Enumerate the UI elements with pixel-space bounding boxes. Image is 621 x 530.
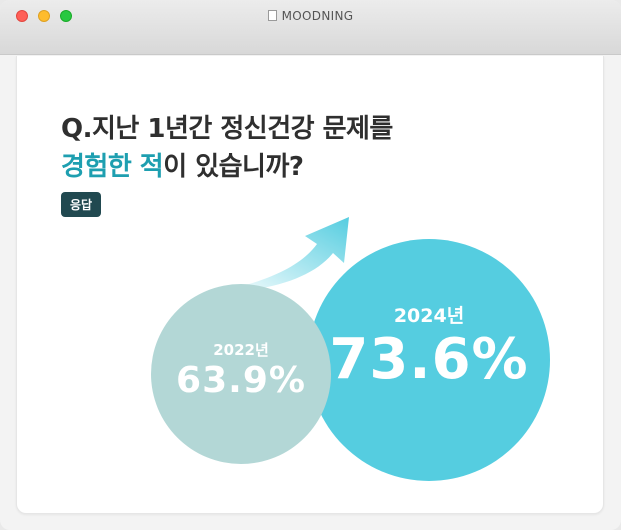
close-window-button[interactable] — [16, 10, 28, 22]
result-circle-2022: 2022년 63.9% — [151, 284, 331, 464]
question-line-1: Q.지난 1년간 정신건강 문제를 — [61, 108, 393, 145]
question-line-2: 경험한 적이 있습니까? — [61, 146, 304, 183]
window-title-text: MOODNING — [281, 9, 354, 23]
result-year-2024: 2024년 — [393, 305, 465, 327]
survey-card: Q.지난 1년간 정신건강 문제를 경험한 적이 있습니까? 응답 2024년 … — [16, 56, 604, 514]
result-year-2022: 2022년 — [213, 341, 269, 359]
title-bar: MOODNING — [0, 0, 621, 55]
question-prefix: Q. — [61, 114, 92, 144]
document-icon — [267, 10, 277, 21]
trend-arrow-icon — [215, 217, 349, 292]
result-circle-2024: 2024년 73.6% — [308, 239, 550, 481]
question-text-line-1: 지난 1년간 정신건강 문제를 — [91, 114, 393, 144]
minimize-window-button[interactable] — [38, 10, 50, 22]
window-title: MOODNING — [0, 9, 621, 23]
question-text-line-2: 이 있습니까? — [163, 152, 304, 182]
response-badge: 응답 — [61, 192, 102, 217]
question-highlight: 경험한 적 — [61, 152, 164, 182]
result-value-2024: 73.6% — [329, 327, 529, 392]
zoom-window-button[interactable] — [60, 10, 72, 22]
result-value-2022: 63.9% — [176, 360, 306, 401]
